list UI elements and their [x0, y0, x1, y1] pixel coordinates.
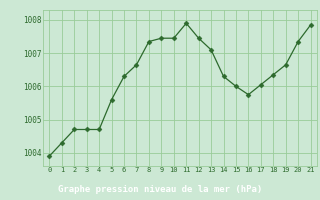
Text: Graphe pression niveau de la mer (hPa): Graphe pression niveau de la mer (hPa) — [58, 185, 262, 194]
